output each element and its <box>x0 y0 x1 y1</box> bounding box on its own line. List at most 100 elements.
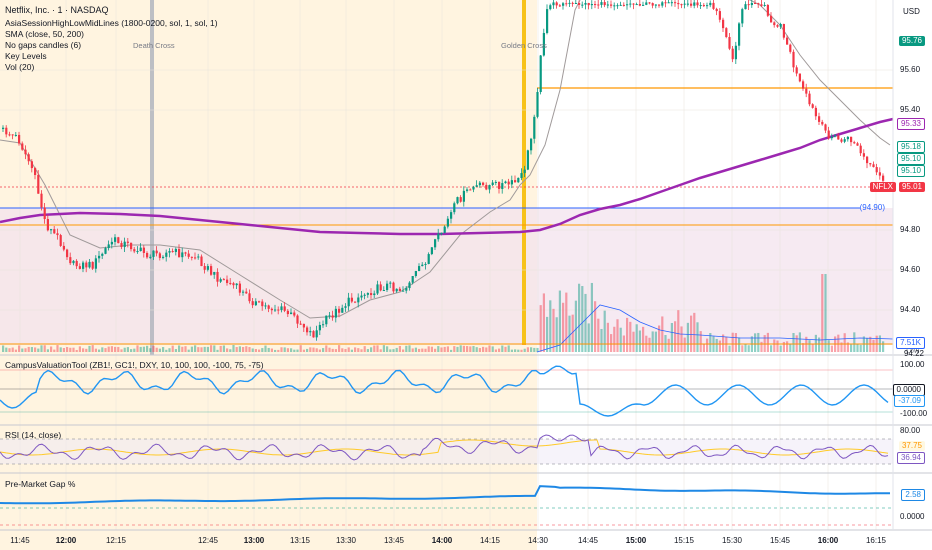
candle <box>494 181 497 183</box>
volume-bar <box>466 346 469 352</box>
candle <box>213 271 216 275</box>
volume-bar <box>411 348 414 352</box>
candle <box>434 239 437 248</box>
candle <box>741 9 744 24</box>
candle <box>341 307 344 313</box>
candle <box>866 156 869 164</box>
volume-bar <box>619 327 622 352</box>
candle <box>782 24 785 38</box>
candle <box>786 37 789 45</box>
volume-bar <box>174 349 177 352</box>
volume-bar <box>123 347 126 352</box>
candle <box>226 279 229 283</box>
volume-bar <box>245 346 248 352</box>
volume-bar <box>219 345 222 352</box>
rsi-pane-title[interactable]: RSI (14, close) <box>5 430 62 440</box>
time-label: 15:30 <box>721 536 743 545</box>
legend-asia-session[interactable]: AsiaSessionHighLowMidLines (1800-0200, s… <box>5 18 218 28</box>
volume-bar <box>635 324 638 352</box>
candle <box>696 2 699 6</box>
volume-bar <box>850 344 853 352</box>
volume-bar <box>280 347 283 352</box>
candle <box>658 4 661 6</box>
candle <box>850 136 853 143</box>
campus-pane-title[interactable]: CampusValuationTool (ZB1!, GC1!, DXY, 10… <box>5 360 264 370</box>
price-tag-95-10-b: 95.10 <box>896 165 925 177</box>
volume-bar <box>498 348 501 352</box>
volume-bar <box>226 348 229 352</box>
candle <box>158 253 161 258</box>
candle <box>379 284 382 291</box>
legend-vol[interactable]: Vol (20) <box>5 62 35 72</box>
candle <box>430 247 433 255</box>
candle <box>366 293 369 295</box>
candle <box>302 323 305 328</box>
candle <box>744 4 747 10</box>
candle <box>357 297 360 303</box>
candle <box>469 189 472 191</box>
legend-sma[interactable]: SMA (close, 50, 200) <box>5 29 84 39</box>
candle <box>446 218 449 227</box>
candle <box>533 116 536 139</box>
volume-bar <box>462 345 465 352</box>
volume-bar <box>130 349 133 352</box>
candle <box>677 3 680 5</box>
volume-bar <box>379 349 382 352</box>
candle <box>370 293 373 296</box>
gap-pane-title[interactable]: Pre-Market Gap % <box>5 479 76 489</box>
candle <box>123 241 126 248</box>
volume-bar <box>523 348 526 352</box>
candle <box>827 130 830 139</box>
candle <box>539 55 542 93</box>
candle <box>187 253 190 257</box>
volume-bar <box>859 344 862 352</box>
time-label: 15:00 <box>625 536 647 545</box>
volume-bar <box>302 349 305 352</box>
campus-line <box>0 365 889 417</box>
volume-bar <box>571 314 574 352</box>
volume-bar <box>392 349 395 352</box>
candle <box>354 301 357 303</box>
volume-bar <box>597 318 600 352</box>
time-label: 15:15 <box>673 536 695 545</box>
candle <box>536 92 539 117</box>
volume-bar <box>370 347 373 352</box>
candle <box>728 36 731 49</box>
volume-bar <box>840 342 843 352</box>
candle <box>789 44 792 52</box>
candle <box>872 164 875 168</box>
sma50-line <box>0 0 891 319</box>
candle <box>600 2 603 5</box>
volume-bar <box>424 348 427 352</box>
volume-bar <box>555 317 558 352</box>
volume-bar <box>312 347 315 352</box>
rsi-ma-tag: 37.75 <box>898 441 925 451</box>
candle <box>837 135 840 140</box>
candle <box>645 2 648 5</box>
volume-bar <box>590 282 593 352</box>
candle <box>571 2 574 4</box>
volume-bar <box>843 333 846 352</box>
legend-key-levels[interactable]: Key Levels <box>5 51 47 61</box>
candle <box>843 139 846 142</box>
candle <box>88 261 91 268</box>
price-tag-95-10-a: 95.10 <box>896 153 925 165</box>
candle <box>149 256 152 258</box>
currency-label[interactable]: USD <box>903 7 920 16</box>
symbol-title[interactable]: Netflix, Inc. · 1 · NASDAQ <box>5 5 109 15</box>
volume-bar <box>344 349 347 352</box>
key-level-tag: (94.90) <box>859 203 885 212</box>
legend-no-gaps[interactable]: No gaps candles (6) <box>5 40 82 50</box>
candle <box>98 255 101 259</box>
candle <box>882 175 885 181</box>
candle <box>802 81 805 89</box>
time-label: 14:30 <box>527 536 549 545</box>
candle <box>350 297 353 302</box>
volume-bar <box>360 349 363 352</box>
candle <box>437 233 440 240</box>
volume-bar <box>318 349 321 352</box>
candle <box>635 4 638 6</box>
candle <box>552 2 555 6</box>
candle <box>869 163 872 165</box>
